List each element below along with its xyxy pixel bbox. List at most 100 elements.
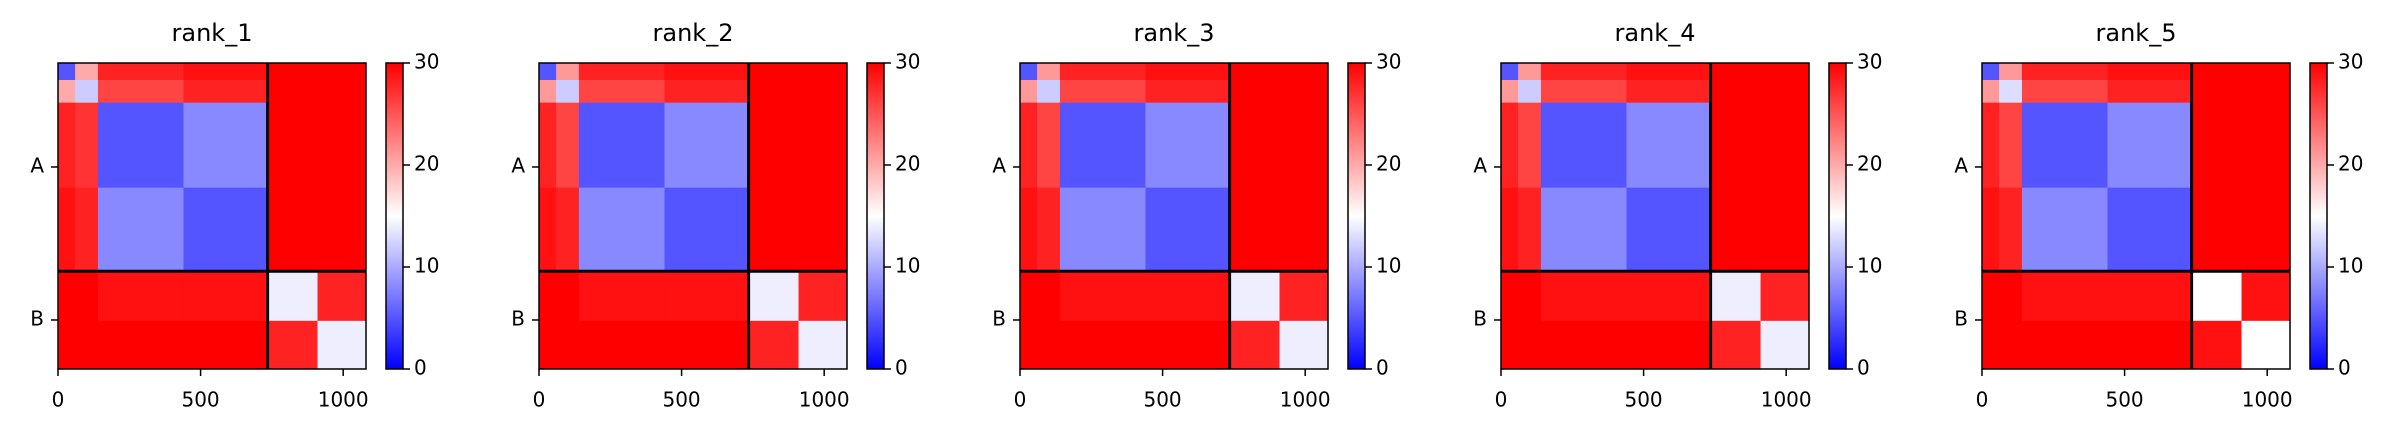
- panel: rank_2 0 500 1000 A B 0 10 20 30: [511, 19, 920, 412]
- heatmap-cell: [1059, 187, 1146, 272]
- heatmap-cell: [1145, 271, 1231, 322]
- x-tick-label: 500: [2105, 388, 2143, 412]
- heatmap-cell: [1760, 102, 1810, 189]
- heatmap-cell: [1999, 271, 2023, 322]
- heatmap-cell: [183, 102, 269, 189]
- heatmap-cell: [1999, 320, 2023, 370]
- heatmap-cell: [75, 80, 99, 104]
- heatmap-cell: [1982, 63, 2000, 81]
- heatmap-cell: [578, 80, 665, 104]
- heatmap-cell: [1059, 63, 1146, 81]
- heatmap-cell: [1059, 102, 1146, 189]
- colorbar: [2309, 62, 2328, 370]
- heatmap-cell: [748, 63, 800, 81]
- heatmap-cell: [267, 63, 319, 81]
- colorbar-tick-label: 10: [2338, 254, 2363, 278]
- x-tick-label: 500: [1624, 388, 1662, 412]
- heatmap-cell: [75, 271, 99, 322]
- heatmap-cell: [664, 187, 750, 272]
- heatmap-cell: [2021, 187, 2108, 272]
- heatmap-cell: [1020, 63, 1038, 81]
- colorbar-tick-label: 20: [895, 152, 920, 176]
- heatmap-cell: [1540, 187, 1627, 272]
- heatmap-cell: [1020, 320, 1038, 370]
- heatmap-cell: [798, 63, 848, 81]
- y-tick-label: B: [30, 306, 44, 330]
- heatmap-cell: [1710, 102, 1762, 189]
- heatmap-cell: [664, 102, 750, 189]
- x-tick-label: 500: [181, 388, 219, 412]
- heatmap-cell: [1760, 271, 1810, 322]
- heatmap-cell: [1279, 187, 1329, 272]
- heatmap-cell: [556, 320, 580, 370]
- x-tick-label: 0: [1976, 388, 1989, 412]
- heatmap-cell: [1229, 63, 1281, 81]
- heatmap-cell: [1626, 320, 1712, 370]
- colorbar-tick-label: 30: [1376, 50, 1401, 74]
- heatmap-cell: [183, 63, 269, 81]
- heatmap-cell: [1059, 271, 1146, 322]
- colorbar-tick-label: 30: [414, 50, 439, 74]
- heatmap-cell: [748, 80, 800, 104]
- heatmap-cell: [2021, 271, 2108, 322]
- heatmap-cell: [58, 187, 76, 272]
- heatmap-cell: [1982, 271, 2000, 322]
- heatmap-cell: [75, 63, 99, 81]
- heatmap-cell: [1710, 80, 1762, 104]
- heatmap-cell: [2241, 187, 2291, 272]
- heatmap-cell: [2191, 271, 2243, 322]
- colorbar-tick-label: 0: [1857, 356, 1870, 380]
- colorbar-tick-label: 20: [1376, 152, 1401, 176]
- heatmap-cell: [664, 80, 750, 104]
- heatmap-cell: [183, 80, 269, 104]
- heatmap-cell: [97, 102, 184, 189]
- heatmap-cell: [58, 80, 76, 104]
- plot-frame: [1500, 62, 1810, 370]
- heatmap-cell: [97, 320, 184, 370]
- heatmap-cell: [317, 63, 367, 81]
- heatmap-cell: [58, 63, 76, 81]
- heatmap-cell: [539, 80, 557, 104]
- heatmap-cell: [58, 102, 76, 189]
- colorbar-tick-label: 0: [895, 356, 908, 380]
- heatmap-cell: [2241, 63, 2291, 81]
- heatmap-cell: [97, 63, 184, 81]
- heatmap-cell: [1982, 102, 2000, 189]
- heatmap-cell: [2241, 271, 2291, 322]
- y-tick-label: A: [992, 153, 1006, 177]
- heatmap-cell: [2241, 320, 2291, 370]
- heatmap-cell: [539, 102, 557, 189]
- colorbar-tick-label: 20: [2338, 152, 2363, 176]
- heatmap-cell: [1518, 63, 1542, 81]
- colorbar-tick-label: 0: [2338, 356, 2351, 380]
- heatmap-cell: [1279, 320, 1329, 370]
- heatmap-cell: [97, 271, 184, 322]
- heatmap-cell: [1037, 320, 1061, 370]
- heatmap-cell: [1145, 63, 1231, 81]
- x-tick-label: 0: [1014, 388, 1027, 412]
- heatmap-cell: [2107, 320, 2193, 370]
- heatmap-cell: [1501, 271, 1519, 322]
- heatmap-cell: [556, 187, 580, 272]
- heatmap-cell: [1540, 271, 1627, 322]
- heatmap-cell: [2107, 187, 2193, 272]
- heatmap-cell: [556, 80, 580, 104]
- panel: rank_5 0 500 1000 A B 0 10 20 30: [1954, 19, 2363, 412]
- colorbar-tick-label: 0: [414, 356, 427, 380]
- heatmap-cell: [664, 271, 750, 322]
- colorbar: [1828, 62, 1847, 370]
- heatmap-cell: [1145, 102, 1231, 189]
- heatmap-cell: [267, 80, 319, 104]
- heatmap-cell: [1037, 80, 1061, 104]
- heatmap-cell: [1710, 63, 1762, 81]
- heatmap-cell: [1626, 63, 1712, 81]
- heatmap-cell: [748, 187, 800, 272]
- heatmap-cell: [539, 63, 557, 81]
- heatmap-cell: [1037, 63, 1061, 81]
- heatmap-cell: [1540, 63, 1627, 81]
- plot-frame: [538, 62, 848, 370]
- heatmap-cell: [578, 271, 665, 322]
- heatmap-cell: [1059, 80, 1146, 104]
- panel-title: rank_5: [2096, 19, 2177, 47]
- heatmap-cell: [2107, 271, 2193, 322]
